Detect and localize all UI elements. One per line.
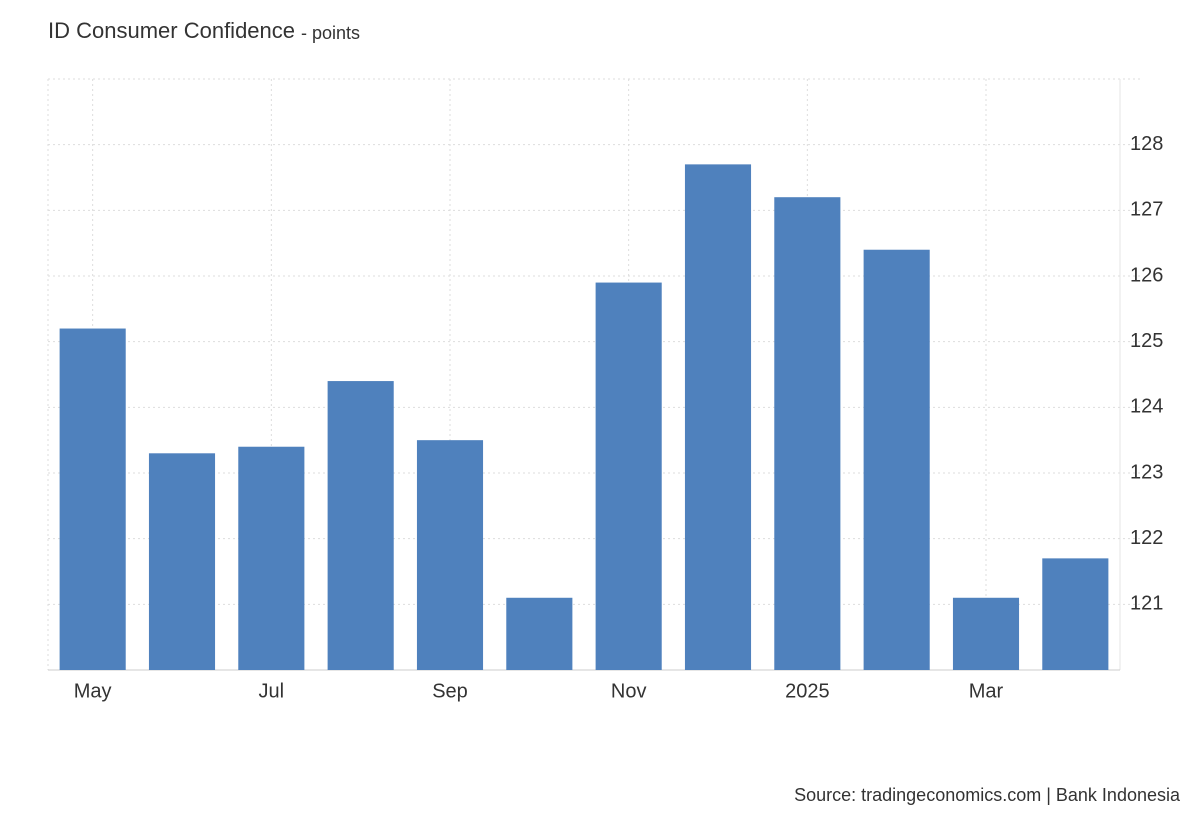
y-tick-label: 121 — [1130, 593, 1163, 615]
y-tick-label: 127 — [1130, 199, 1163, 221]
y-tick-label: 128 — [1130, 133, 1163, 155]
x-tick-label: Mar — [969, 680, 1004, 702]
y-tick-label: 122 — [1130, 527, 1163, 549]
bar — [684, 164, 752, 670]
bar — [774, 197, 841, 670]
bar — [327, 381, 394, 670]
x-tick-label: Sep — [432, 680, 468, 702]
x-tick-label: Jul — [259, 680, 285, 702]
bar — [863, 249, 930, 670]
x-tick-label: Nov — [611, 680, 647, 702]
chart-title: ID Consumer Confidence — [48, 18, 295, 43]
bar — [238, 446, 305, 670]
y-tick-label: 124 — [1130, 396, 1163, 418]
y-tick-label: 125 — [1130, 330, 1163, 352]
x-tick-label: May — [74, 680, 112, 702]
x-tick-label: 2025 — [785, 680, 830, 702]
bar — [595, 282, 662, 670]
bar — [148, 453, 216, 670]
bar — [506, 597, 573, 670]
y-tick-label: 123 — [1130, 461, 1163, 483]
bar — [1042, 558, 1109, 670]
chart-subtitle: - points — [301, 23, 360, 43]
bar — [416, 440, 484, 670]
bar — [59, 328, 126, 670]
bar — [952, 597, 1020, 670]
source: Source: tradingeconomics.com | Bank Indo… — [794, 785, 1181, 805]
y-tick-label: 126 — [1130, 264, 1163, 286]
